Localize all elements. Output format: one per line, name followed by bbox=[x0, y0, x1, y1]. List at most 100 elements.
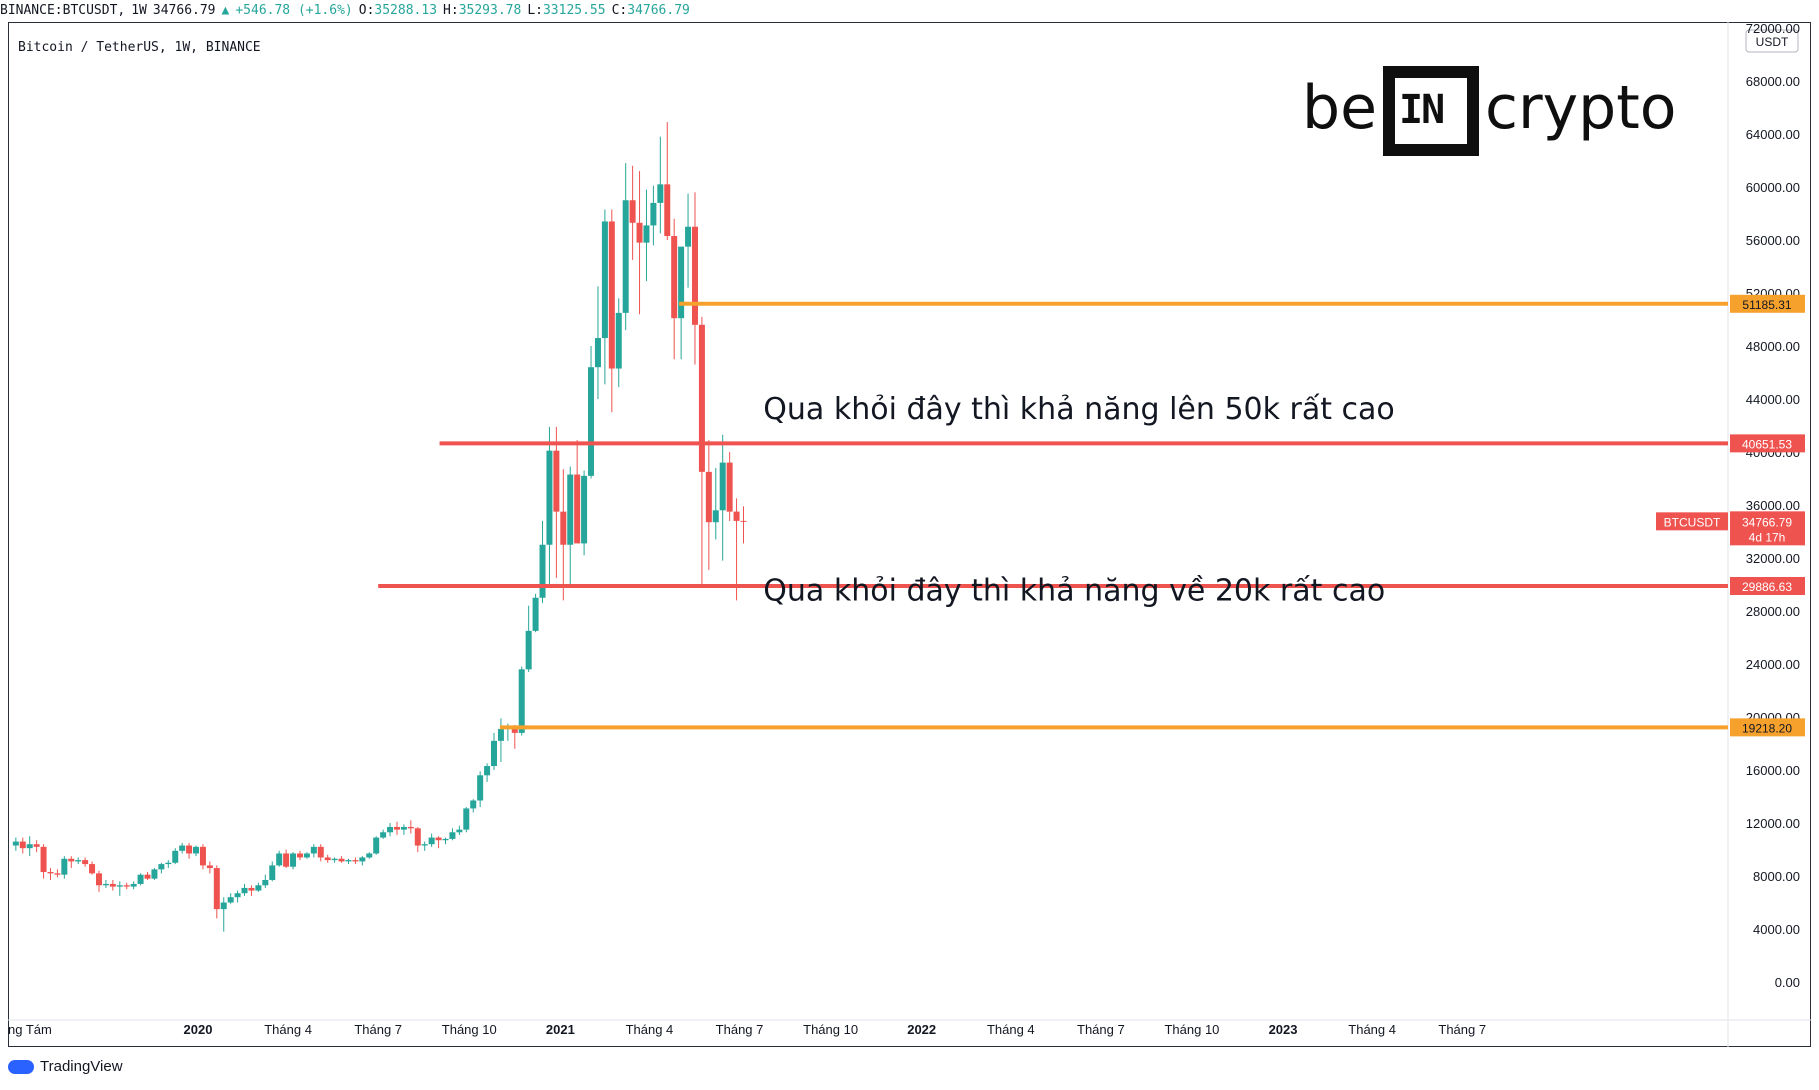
y-tick-label: 28000.00 bbox=[1746, 604, 1800, 619]
candle-body bbox=[539, 544, 546, 598]
candle-body bbox=[338, 858, 345, 862]
countdown-label: 4d 17h bbox=[1749, 530, 1786, 544]
x-tick-label: 2021 bbox=[546, 1022, 575, 1037]
candle-body bbox=[82, 860, 89, 865]
symbol-header: BINANCE:BTCUSDT, 1W 34766.79 ▲ +546.78 (+1.6… bbox=[0, 0, 1819, 22]
candle-body bbox=[733, 511, 740, 521]
x-tick-label: Tháng 10 bbox=[803, 1022, 858, 1037]
y-tick-label: 64000.00 bbox=[1746, 127, 1800, 142]
y-tick-label: 8000.00 bbox=[1753, 869, 1800, 884]
tradingview-icon bbox=[8, 1059, 34, 1074]
x-tick-label: 2022 bbox=[907, 1022, 936, 1037]
open-label: O: bbox=[358, 3, 375, 18]
y-tick-label: 0.00 bbox=[1775, 975, 1800, 990]
candle-body bbox=[19, 841, 26, 849]
logo-crypto: crypto bbox=[1485, 73, 1677, 143]
tradingview-label: TradingView bbox=[40, 1058, 123, 1075]
candle-body bbox=[435, 837, 442, 841]
price-change: +546.78 (+1.6%) bbox=[235, 3, 353, 18]
candle-body bbox=[428, 837, 435, 845]
candle-body bbox=[650, 202, 657, 226]
low-value: 33125.55 bbox=[542, 3, 606, 18]
candle-body bbox=[158, 864, 165, 870]
candle-body bbox=[276, 853, 283, 866]
candle-body bbox=[248, 887, 255, 891]
logo-bracket: IN bbox=[1383, 66, 1479, 157]
candle-body bbox=[213, 868, 220, 910]
candle-body bbox=[290, 853, 297, 867]
candle-body bbox=[657, 184, 664, 203]
candle-body bbox=[719, 462, 726, 511]
low-label: L: bbox=[527, 3, 543, 18]
candle-body bbox=[380, 832, 387, 838]
candle-body bbox=[220, 902, 227, 910]
candle-body bbox=[123, 885, 130, 887]
currency-box[interactable] bbox=[1745, 29, 1799, 53]
annotation-text[interactable]: Qua khỏi đây thì khả năng về 20k rất cao bbox=[763, 573, 1385, 608]
level-price-tag bbox=[1730, 294, 1805, 313]
level-price-tag bbox=[1730, 434, 1805, 453]
annotation-text[interactable]: Qua khỏi đây thì khả năng lên 50k rất ca… bbox=[763, 392, 1395, 427]
candle-body bbox=[296, 853, 303, 858]
candle-body bbox=[366, 853, 373, 858]
candle-body bbox=[137, 874, 144, 884]
x-tick-label: Tháng 7 bbox=[1077, 1022, 1125, 1037]
candle-body bbox=[109, 883, 116, 887]
candle-body bbox=[442, 838, 449, 841]
candle-body bbox=[26, 844, 33, 849]
tradingview-branding[interactable]: TradingView bbox=[8, 1058, 123, 1075]
candle-body bbox=[393, 826, 400, 830]
last-price: 34766.79 bbox=[152, 3, 216, 18]
symbol-tag-label: BTCUSDT bbox=[1664, 515, 1721, 529]
candle-body bbox=[671, 236, 678, 319]
level-price-label: 19218.20 bbox=[1742, 721, 1792, 735]
currency-label: USDT bbox=[1756, 35, 1789, 49]
candle-body bbox=[61, 858, 68, 875]
candle-body bbox=[491, 740, 498, 767]
level-price-label: 51185.31 bbox=[1742, 298, 1791, 312]
candle-body bbox=[33, 844, 40, 847]
candle-body bbox=[705, 471, 712, 523]
y-tick-label: 60000.00 bbox=[1746, 180, 1800, 195]
y-tick-label: 48000.00 bbox=[1746, 339, 1800, 354]
pair-label: Bitcoin / TetherUS, 1W, BINANCE bbox=[18, 40, 261, 55]
x-tick-label: Tháng 4 bbox=[987, 1022, 1035, 1037]
candle-body bbox=[691, 226, 698, 325]
symbol-tag bbox=[1656, 512, 1728, 531]
candle-body bbox=[615, 312, 622, 369]
x-tick-label: Tháng 10 bbox=[1164, 1022, 1219, 1037]
candle-body bbox=[331, 858, 338, 861]
y-tick-label: 56000.00 bbox=[1746, 233, 1800, 248]
candle-body bbox=[685, 226, 692, 247]
candle-body bbox=[186, 845, 193, 854]
x-tick-label: 2023 bbox=[1269, 1022, 1298, 1037]
y-tick-label: 4000.00 bbox=[1753, 922, 1800, 937]
y-tick-label: 36000.00 bbox=[1746, 498, 1800, 513]
level-price-tag bbox=[1730, 577, 1805, 596]
x-tick-label: Tháng 4 bbox=[626, 1022, 674, 1037]
candle-body bbox=[574, 474, 581, 544]
candle-body bbox=[206, 865, 213, 869]
candle-body bbox=[324, 857, 331, 861]
candle-body bbox=[629, 200, 636, 223]
candle-body bbox=[345, 860, 352, 862]
candle-body bbox=[283, 853, 290, 867]
x-tick-label: 2020 bbox=[184, 1022, 213, 1037]
interval[interactable]: 1W bbox=[131, 3, 147, 18]
y-tick-label: 44000.00 bbox=[1746, 392, 1800, 407]
candle-body bbox=[698, 324, 705, 472]
candle-body bbox=[359, 857, 366, 862]
candle-body bbox=[116, 885, 123, 887]
candle-body bbox=[470, 800, 477, 809]
level-price-label: 40651.53 bbox=[1742, 437, 1792, 451]
y-tick-label: 68000.00 bbox=[1746, 74, 1800, 89]
symbol-name[interactable]: BINANCE:BTCUSDT, bbox=[0, 3, 126, 18]
candle-body bbox=[151, 869, 158, 879]
candle-body bbox=[89, 864, 96, 874]
open-value: 35288.13 bbox=[374, 3, 438, 18]
candle-body bbox=[525, 630, 532, 670]
close-value: 34766.79 bbox=[627, 3, 690, 18]
candle-body bbox=[518, 669, 525, 733]
candle-body bbox=[303, 853, 310, 858]
